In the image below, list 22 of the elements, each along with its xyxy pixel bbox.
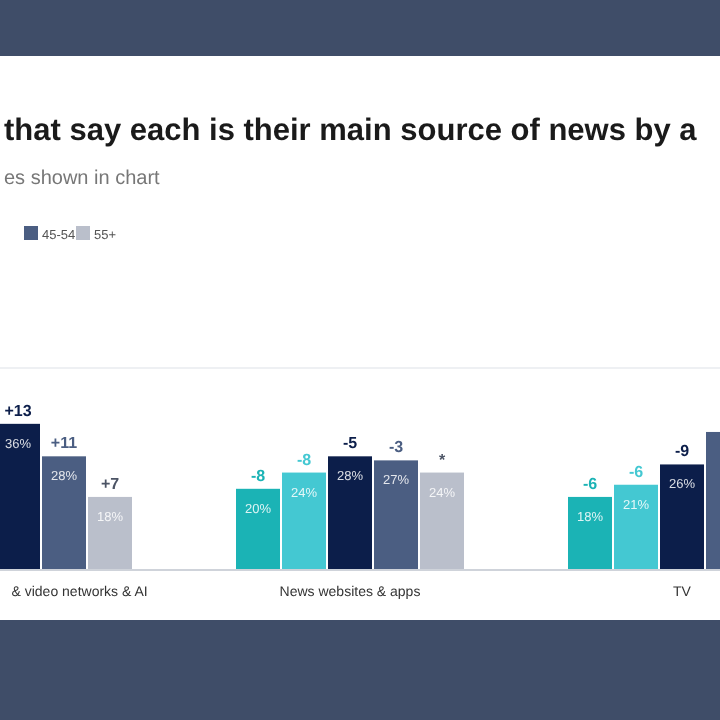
annotation: -3 xyxy=(388,438,405,457)
annotation: -6 xyxy=(582,474,599,493)
bar xyxy=(88,496,132,570)
bar xyxy=(420,472,464,570)
bar xyxy=(374,460,418,570)
bar xyxy=(282,472,326,570)
chart-subtitle: es shown in chart xyxy=(4,168,161,190)
chart-title: that say each is their main source of news by a xyxy=(4,114,698,148)
bar xyxy=(328,456,372,570)
annotation: -6 xyxy=(628,462,645,481)
annotation: -5 xyxy=(342,434,359,453)
annotation: +7 xyxy=(100,474,121,493)
bar xyxy=(614,484,658,570)
bar xyxy=(236,488,280,570)
bar xyxy=(42,456,86,570)
bar xyxy=(568,496,612,570)
annotation: * xyxy=(438,450,447,469)
annotation: +11 xyxy=(50,434,79,453)
text: +13 xyxy=(4,401,33,420)
annotation: -8 xyxy=(296,450,313,469)
annotation: -8 xyxy=(250,466,267,485)
annotation: -9 xyxy=(674,442,691,461)
